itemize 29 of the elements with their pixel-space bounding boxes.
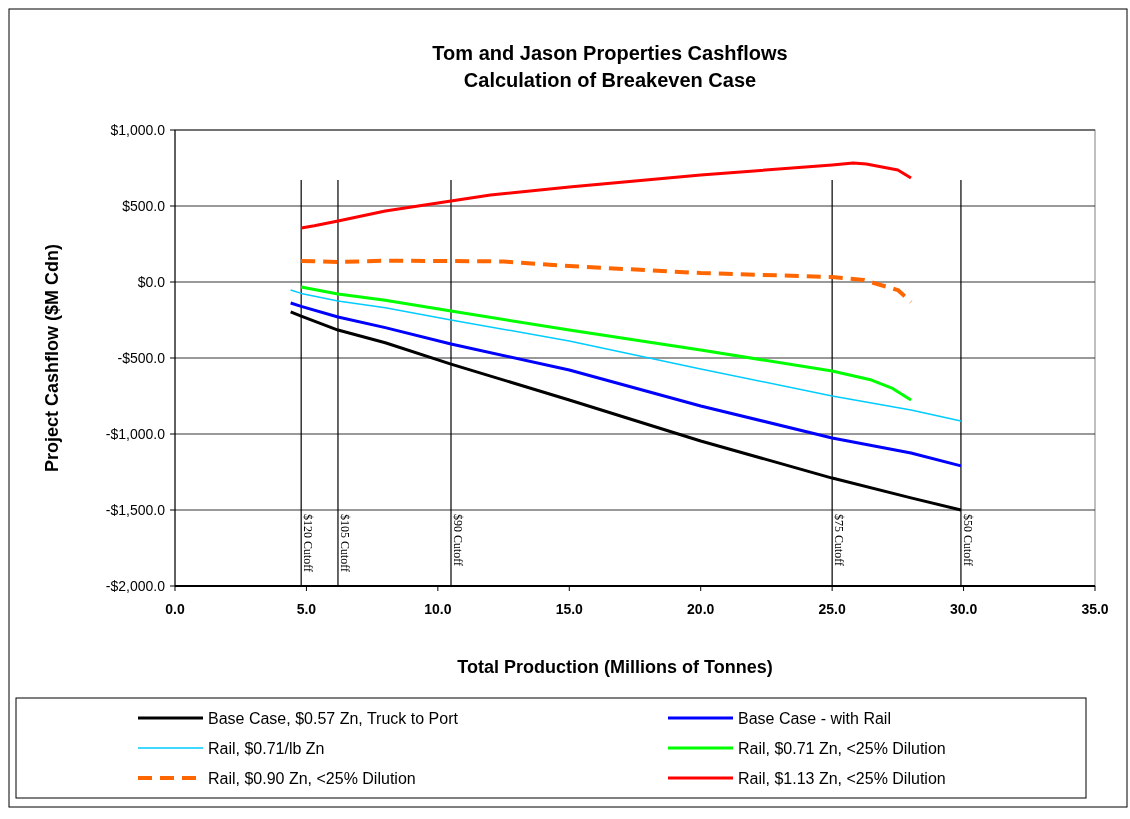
ref-line-label: $90 Cutoff <box>451 514 465 567</box>
y-tick-label: -$1,500.0 <box>105 502 166 518</box>
ref-line-label: $75 Cutoff <box>832 514 847 567</box>
y-tick-label: -$2,000.0 <box>105 578 166 594</box>
x-tick-label: 5.0 <box>296 601 317 617</box>
x-tick-label: 35.0 <box>1081 601 1109 617</box>
x-tick-label: 20.0 <box>687 601 715 617</box>
legend-label: Rail, $0.71 Zn, <25% Dilution <box>738 740 946 757</box>
legend-label: Rail, $0.90 Zn, <25% Dilution <box>208 770 416 787</box>
x-tick-label: 25.0 <box>818 601 846 617</box>
x-tick-label: 10.0 <box>424 601 452 617</box>
x-tick-label: 30.0 <box>949 601 978 617</box>
y-axis-title: Project Cashflow ($M Cdn) <box>42 243 62 473</box>
x-axis-title: Total Production (Millions of Tonnes) <box>457 657 773 677</box>
y-tick-label: -$1,000.0 <box>105 426 166 442</box>
y-tick-label: $1,000.0 <box>110 122 166 138</box>
ref-line-label: $120 Cutoff <box>301 514 316 573</box>
ref-line-label: $105 Cutoff <box>337 514 352 573</box>
chart-title: Tom and Jason Properties Cashflows Calculation of Breakeven Case <box>432 42 788 91</box>
y-tick-label: $500.0 <box>122 198 166 214</box>
y-tick-label: -$500.0 <box>117 350 166 366</box>
x-tick-label: 0.0 <box>165 601 185 617</box>
legend-label: Rail, $0.71/lb Zn <box>208 740 325 757</box>
legend-label: Base Case - with Rail <box>738 710 891 727</box>
ref-line-label: $50 Cutoff <box>960 514 975 567</box>
legend-label: Base Case, $0.57 Zn, Truck to Port <box>208 710 459 727</box>
y-tick-label: $0.0 <box>137 274 166 290</box>
legend-label: Rail, $1.13 Zn, <25% Dilution <box>738 770 946 787</box>
x-tick-label: 15.0 <box>555 601 584 617</box>
